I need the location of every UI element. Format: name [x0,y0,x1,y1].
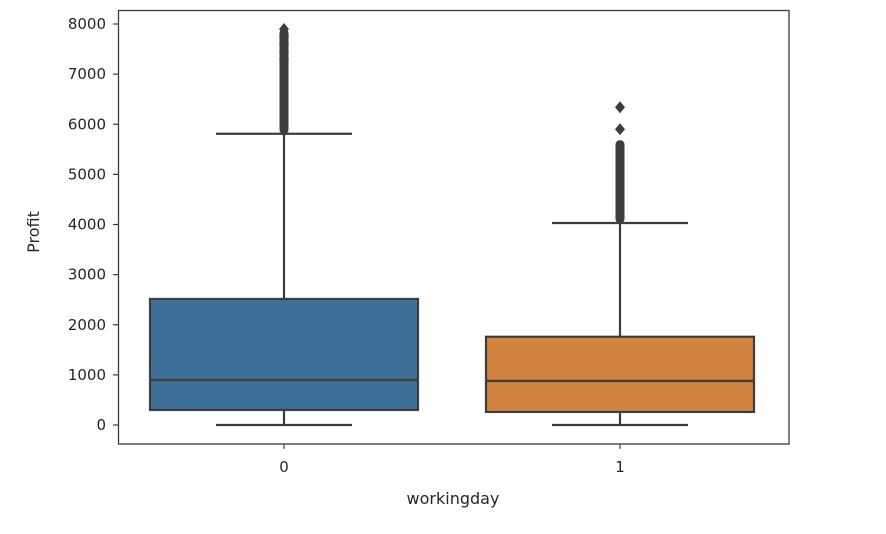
outlier-marker [279,45,289,58]
outlier-cluster [615,140,625,223]
x-tick-label: 0 [279,458,289,476]
y-tick-label: 5000 [68,165,106,183]
y-tick-label: 7000 [68,65,106,83]
outlier-cluster [279,29,289,134]
y-tick-label: 6000 [68,115,106,133]
outlier-marker [615,123,625,136]
x-tick-label: 1 [615,458,625,476]
box-group-0 [148,23,420,427]
y-tick-label: 1000 [68,366,106,384]
y-tick-label: 4000 [68,216,106,234]
y-tick-label: 8000 [68,15,106,33]
y-axis-label: Profit [24,211,43,253]
x-axis-label: workingday [407,489,500,508]
outlier-marker [615,101,625,114]
outlier-marker [279,38,289,51]
outlier-marker [279,23,289,36]
y-axis: 0 1000 2000 3000 4000 5000 6000 7000 8000 [68,15,118,434]
y-tick-label: 3000 [68,266,106,284]
iqr-box [148,297,420,412]
y-tick-label: 0 [96,416,106,434]
iqr-box [484,335,756,414]
outlier-marker [279,30,289,43]
axes-frame [117,9,790,445]
y-tick-label: 2000 [68,316,106,334]
outlier-marker [279,53,289,66]
box-group-1 [484,101,756,427]
plot-area [148,23,756,427]
